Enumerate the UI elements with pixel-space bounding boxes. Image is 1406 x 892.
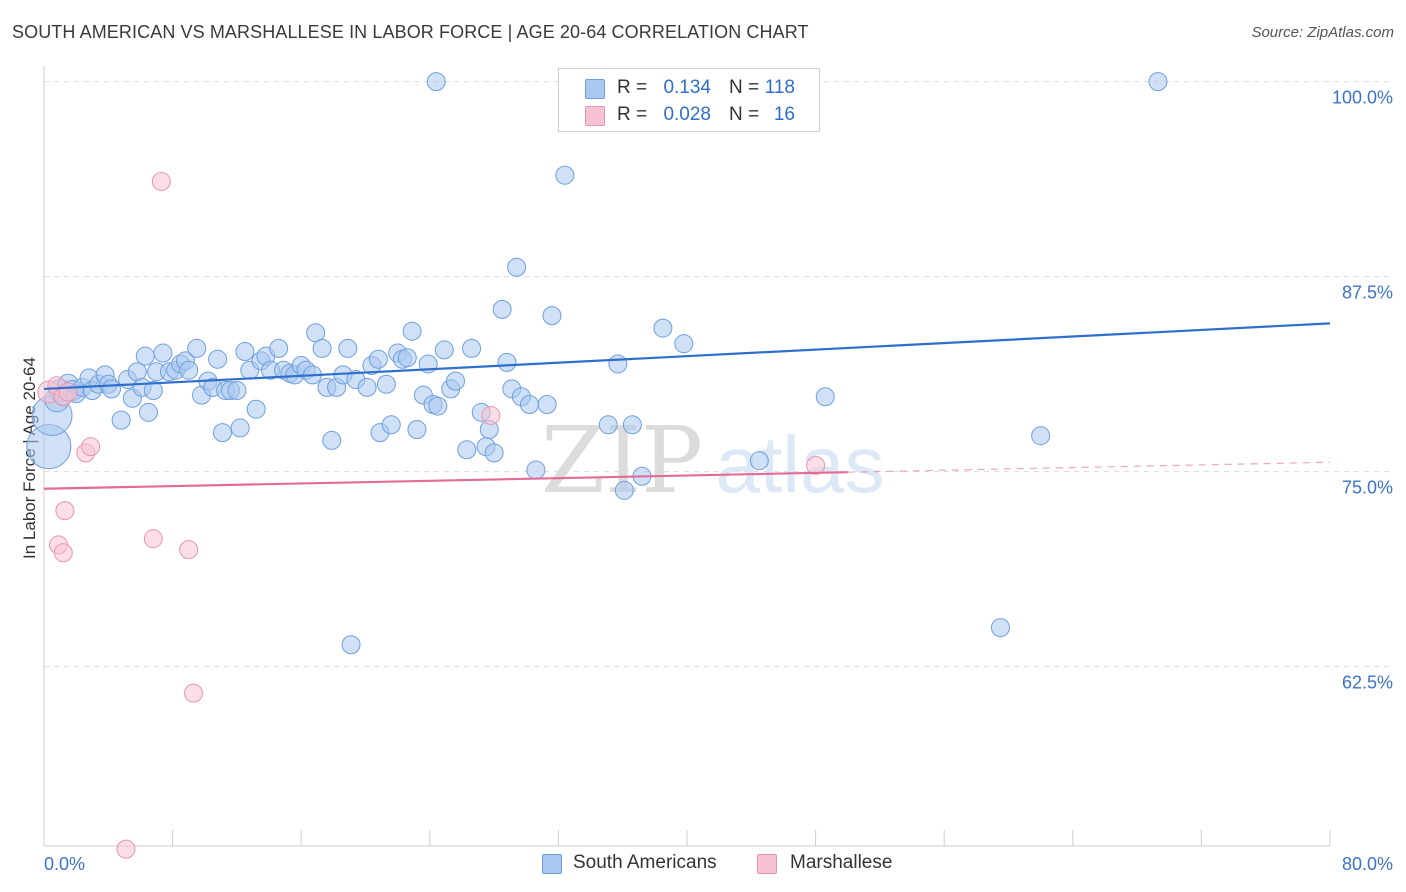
data-point-south-americans <box>376 374 396 394</box>
blue-swatch <box>585 79 605 99</box>
r-value: 0.028 <box>663 104 711 125</box>
data-point-south-americans <box>322 430 342 450</box>
data-point-south-americans <box>135 346 155 366</box>
data-point-south-americans <box>153 343 173 363</box>
r-value: 0.134 <box>663 77 711 98</box>
x-tick-label: 0.0% <box>44 854 85 874</box>
data-point-south-americans <box>1148 72 1168 92</box>
data-point-south-americans <box>357 377 377 397</box>
data-point-marshallese <box>53 543 73 563</box>
data-point-south-americans <box>653 318 673 338</box>
data-point-south-americans <box>749 451 769 471</box>
data-point-south-americans <box>674 334 694 354</box>
data-point-south-americans <box>492 299 512 319</box>
chart-title: SOUTH AMERICAN VS MARSHALLESE IN LABOR F… <box>12 22 809 42</box>
data-point-south-americans <box>341 635 361 655</box>
data-point-south-americans <box>507 257 527 277</box>
data-point-marshallese <box>151 171 171 191</box>
data-point-south-americans <box>102 379 122 399</box>
y-tick-label: 62.5% <box>1342 673 1393 693</box>
data-point-south-americans <box>143 380 163 400</box>
data-point-south-americans <box>208 349 228 369</box>
data-point-south-americans <box>428 396 448 416</box>
r-label: R = <box>617 77 648 98</box>
blue-swatch <box>542 854 562 874</box>
source-credit: Source: ZipAtlas.com <box>1251 24 1394 41</box>
data-point-marshallese <box>55 501 75 521</box>
legend-label: Marshallese <box>790 852 893 873</box>
data-point-south-americans <box>368 349 388 369</box>
gridlines <box>44 81 1392 668</box>
data-point-south-americans <box>269 338 289 358</box>
data-point-south-americans <box>381 415 401 435</box>
stats-row-marshallese: R = 0.028 N = 16 <box>559 102 819 128</box>
data-point-south-americans <box>608 354 628 374</box>
data-point-south-americans <box>434 340 454 360</box>
y-tick-label: 100.0% <box>1332 88 1393 108</box>
data-point-south-americans <box>457 440 477 460</box>
data-point-south-americans <box>230 418 250 438</box>
data-point-marshallese <box>143 529 163 549</box>
data-point-south-americans <box>407 419 427 439</box>
data-point-marshallese <box>58 382 78 402</box>
legend-label: South Americans <box>573 852 717 873</box>
data-point-south-americans <box>111 410 131 430</box>
data-point-south-americans <box>484 443 504 463</box>
x-tick-label: 80.0% <box>1342 854 1393 874</box>
data-point-south-americans <box>246 399 266 419</box>
data-point-south-americans <box>598 415 618 435</box>
data-point-south-americans <box>462 338 482 358</box>
tick-labels: 62.5% 75.0% 87.5% 100.0% 0.0% 80.0% <box>44 88 1393 874</box>
data-point-south-americans <box>555 165 575 185</box>
data-point-south-americans <box>397 348 417 368</box>
data-point-south-americans <box>622 415 642 435</box>
y-tick-label: 75.0% <box>1342 478 1393 498</box>
data-point-south-americans <box>187 338 207 358</box>
data-point-south-americans <box>542 306 562 326</box>
stats-row-south-americans: R = 0.134 N = 118 <box>559 75 819 101</box>
data-point-south-americans <box>526 460 546 480</box>
data-point-south-americans <box>338 338 358 358</box>
watermark-atlas: atlas <box>716 420 885 509</box>
data-point-marshallese <box>179 540 199 560</box>
data-point-south-americans <box>497 352 517 372</box>
data-point-south-americans <box>312 338 332 358</box>
n-label: N = <box>729 77 760 98</box>
data-point-south-americans <box>519 395 539 415</box>
n-value: 16 <box>773 104 795 125</box>
r-label: R = <box>617 104 648 125</box>
data-point-south-americans <box>227 380 247 400</box>
series-marshallese <box>37 171 826 859</box>
data-point-marshallese <box>81 437 101 457</box>
data-point-south-americans <box>179 360 199 380</box>
trend-lines <box>43 322 1331 490</box>
data-point-south-americans <box>815 387 835 407</box>
pink-swatch <box>757 854 777 874</box>
data-point-south-americans <box>235 341 255 361</box>
data-point-south-americans <box>537 395 557 415</box>
data-point-south-americans <box>426 72 446 92</box>
series-south-americans <box>26 72 1168 655</box>
n-label: N = <box>729 104 760 125</box>
data-point-south-americans <box>402 321 422 341</box>
data-point-south-americans <box>990 618 1010 638</box>
pink-swatch <box>585 106 605 126</box>
watermark: ZIP atlas <box>541 407 885 514</box>
data-point-south-americans <box>212 423 232 443</box>
data-point-south-americans <box>138 402 158 422</box>
stats-legend: R = 0.134 N = 118 R = 0.028 N = 16 <box>558 68 820 132</box>
data-point-marshallese <box>116 839 136 859</box>
y-tick-label: 87.5% <box>1342 283 1393 303</box>
data-point-south-americans <box>1031 426 1051 446</box>
data-point-marshallese <box>806 455 826 475</box>
trend-line-south-americans <box>43 322 1331 391</box>
trend-line-marshallese <box>43 471 848 490</box>
data-point-marshallese <box>183 683 203 703</box>
trend-line-marshallese-extrapolated <box>847 461 1331 473</box>
data-point-marshallese <box>481 405 501 425</box>
data-point-south-americans <box>614 480 634 500</box>
data-point-south-americans <box>446 371 466 391</box>
n-value: 118 <box>764 77 795 98</box>
